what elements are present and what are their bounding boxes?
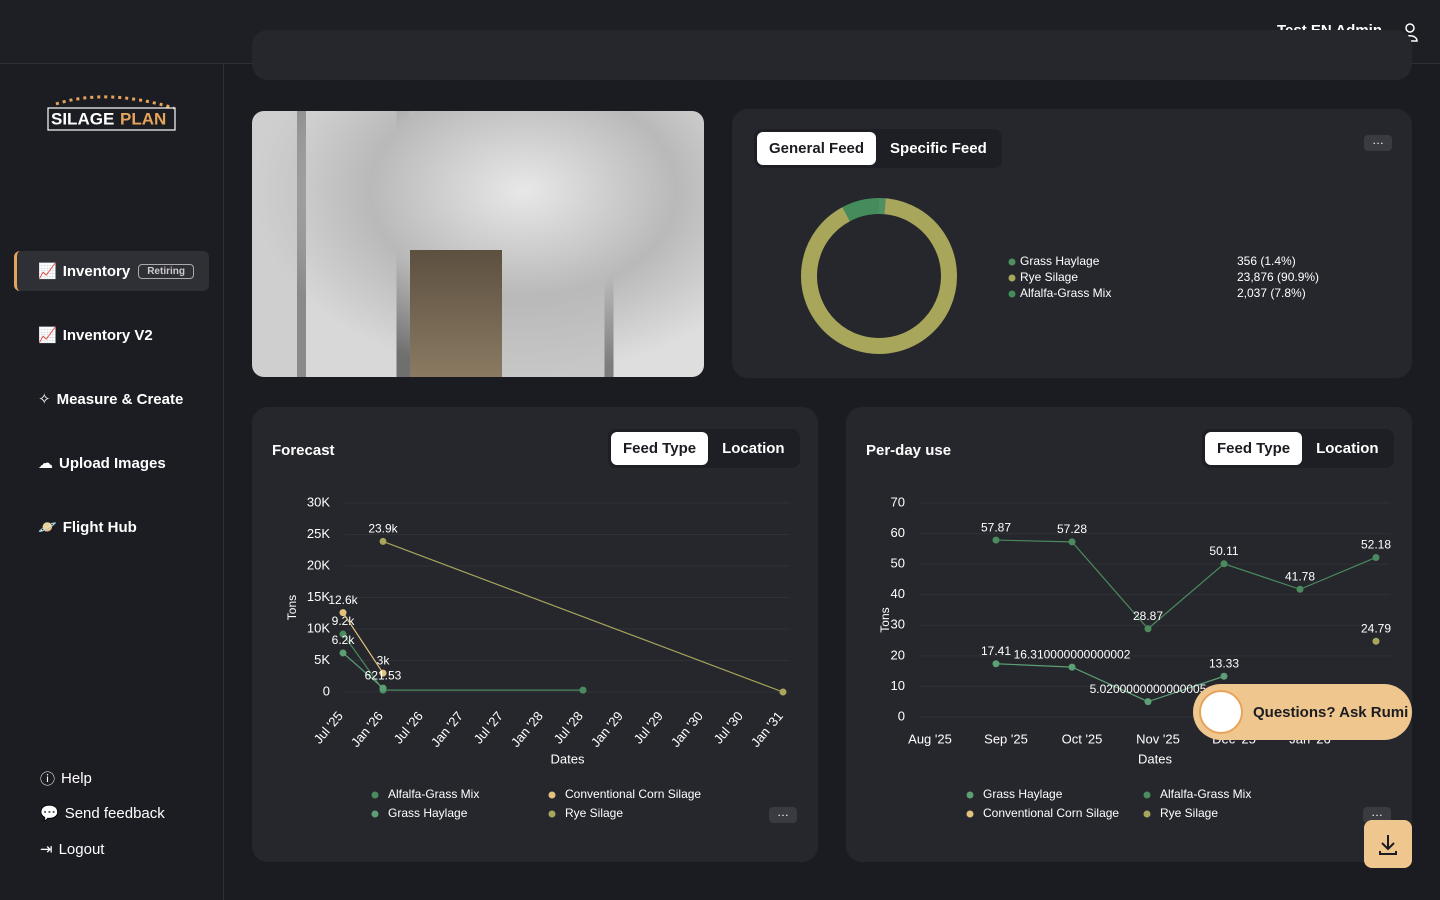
sidebar: SILAGE PLAN 📈 Inventory Retiring 📈 Inventor…	[0, 64, 224, 900]
nav-label: Upload Images	[59, 454, 166, 472]
logo-left: SILAGE	[51, 109, 114, 128]
card-title: Forecast	[272, 442, 335, 459]
forecast-card: Forecast Feed Type Location …	[252, 407, 818, 862]
card-title: Per-day use	[866, 442, 952, 459]
footer-label: Help	[61, 770, 92, 787]
feedback-link[interactable]: 💬 Send feedback	[40, 804, 165, 823]
footer-label: Logout	[58, 840, 105, 858]
help-link[interactable]: ⓘ Help	[40, 770, 92, 788]
download-icon	[1379, 835, 1397, 855]
tab[interactable]: Feed Type	[1205, 432, 1303, 465]
assistant-label: Questions? Ask Rumi	[1253, 703, 1409, 721]
menu-button[interactable]: …	[1363, 806, 1391, 823]
site-image-detail	[410, 250, 502, 377]
nav-label: Inventory	[62, 262, 131, 280]
nav-item[interactable]: 🪐 Flight Hub	[38, 518, 137, 537]
feed-card: General Feed Specific Feed …	[732, 109, 1412, 378]
tab[interactable]: General Feed	[757, 132, 877, 165]
nav-badge: Retiring	[138, 263, 194, 279]
nav-item[interactable]: 📈 Inventory Retiring	[14, 251, 209, 291]
assistant-button[interactable]: Questions? Ask Rumi	[1193, 684, 1412, 740]
tab[interactable]: Location	[1316, 440, 1379, 457]
menu-button[interactable]: …	[1364, 134, 1392, 151]
top-card	[252, 30, 1412, 80]
feed-tabs: General Feed Specific Feed	[754, 129, 1002, 168]
nav-label: Inventory V2	[62, 326, 153, 344]
menu-button[interactable]: …	[769, 806, 797, 823]
per-day-tabs: Feed Type Location	[1202, 429, 1394, 468]
logout-link[interactable]: ⇥ Logout	[40, 840, 105, 859]
per-day-card: Per-day use Feed Type Location …	[846, 407, 1412, 862]
nav-item[interactable]: 📈 Inventory V2	[38, 326, 153, 345]
nav-item[interactable]: ✧ Measure & Create	[38, 390, 184, 409]
tab[interactable]: Feed Type	[611, 432, 709, 465]
footer-label: Send feedback	[64, 804, 165, 822]
tab[interactable]: Specific Feed	[890, 140, 987, 157]
forecast-tabs: Feed Type Location	[608, 429, 800, 468]
download-button[interactable]	[1364, 820, 1412, 868]
tab[interactable]: Location	[722, 440, 785, 457]
nav-item[interactable]: ☁ Upload Images	[38, 454, 166, 473]
assistant-avatar	[1199, 690, 1243, 734]
nav-label: Measure & Create	[56, 390, 184, 408]
logo: SILAGE PLAN	[47, 95, 176, 131]
logo-right: PLAN	[120, 109, 166, 128]
nav-label: Flight Hub	[62, 518, 137, 536]
